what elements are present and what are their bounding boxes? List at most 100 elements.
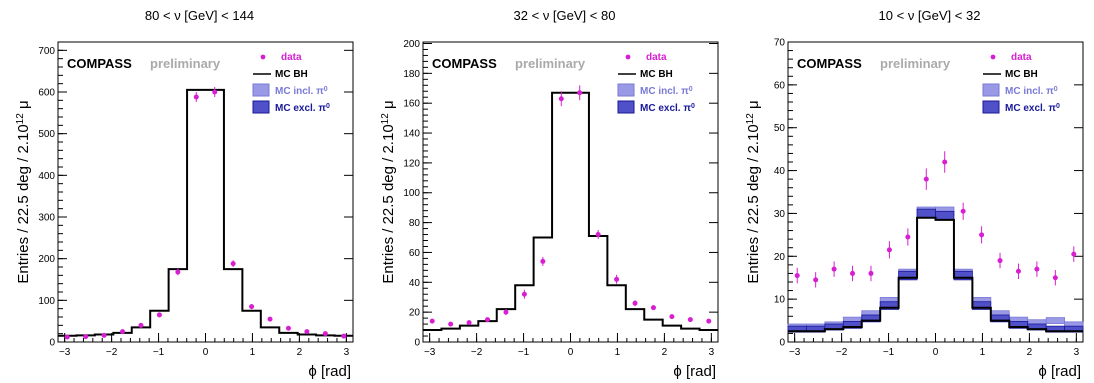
y-tick-label: 80 [409,218,421,229]
legend-label: MC BH [1005,69,1038,80]
y-tick-label: 0 [779,338,785,349]
data-point [886,247,892,253]
data-point [1034,266,1040,272]
x-tick-label: 3 [344,347,350,358]
data-point [669,314,675,320]
chart-svg: 10 < ν [GeV] < 32 Entries / 22.5 deg / 2.… [745,8,1084,380]
y-tick-label: 120 [403,158,420,169]
experiment-label: COMPASS [67,56,132,71]
y-tick-label: 20 [409,308,421,319]
data-point [979,232,985,238]
chart-svg: 80 < ν [GeV] < 144 Entries / 22.5 deg / 2… [15,8,354,380]
x-tick-label: 2 [662,347,668,358]
data-point [267,316,273,322]
x-tick-label: −3 [59,347,71,358]
y-tick-label: 100 [403,188,420,199]
chart-title: 80 < ν [GeV] < 144 [145,8,254,23]
data-point [960,208,966,214]
legend-data-marker [625,54,631,60]
legend-mc-excl-swatch [617,100,635,114]
data-point [212,89,218,95]
data-point [304,329,310,335]
y-tick-label: 70 [774,38,786,49]
y-tick-label: 700 [38,46,55,57]
mc-bh-histogram [423,91,718,332]
data-point [175,269,181,275]
data-point [794,273,800,279]
legend-label: MC BH [275,69,308,80]
legend-mc-excl-swatch [982,100,1000,114]
data-point [923,176,929,182]
data-point [120,329,126,335]
chart-title: 10 < ν [GeV] < 32 [879,8,981,23]
y-tick-label: 0 [49,338,55,349]
data-point [83,334,89,340]
y-tick-label: 50 [774,123,786,134]
y-axis-label: Entries / 22.5 deg / 2.1012 μ [15,100,33,283]
y-tick-label: 10 [774,295,786,306]
x-tick-label: 2 [1027,347,1033,358]
data-point [503,309,509,315]
legend-label: MC incl. π0 [640,86,693,98]
data-point [831,266,837,272]
data-point [230,261,236,267]
legend-mc-incl-swatch [982,83,1000,97]
y-tick-label: 60 [409,248,421,259]
data-point [521,291,527,297]
x-tick-label: 0 [203,347,209,358]
legend-label: data [1011,52,1032,63]
y-tick-label: 140 [403,129,420,140]
legend-label: data [646,52,667,63]
data-point [1052,275,1058,281]
y-tick-label: 30 [774,209,786,220]
y-tick-label: 600 [38,88,55,99]
data-point [322,331,328,337]
mc-excl-band-bin [916,208,936,219]
data-point [1015,268,1021,274]
data-point [687,317,693,323]
data-point [942,159,948,165]
y-tick-label: 180 [403,69,420,80]
data-point [577,90,583,96]
data-point [138,322,144,328]
data-point [341,333,347,339]
y-tick-label: 160 [403,99,420,110]
x-tick-label: −2 [471,347,483,358]
data-point [850,270,856,276]
data-point [614,276,620,282]
legend-mc-incl-swatch [252,83,270,97]
chart-panel: 32 < ν [GeV] < 80 Entries / 22.5 deg / 2.… [365,0,729,383]
y-tick-label: 40 [409,278,421,289]
x-tick-label: 0 [568,347,574,358]
y-tick-label: 100 [38,296,55,307]
legend-label: MC incl. π0 [275,86,328,98]
experiment-label: COMPASS [432,56,497,71]
legend-data-marker [260,54,266,60]
legend-mc-excl-swatch [252,100,270,114]
x-axis-label: ϕ [rad] [673,363,716,380]
legend-label: MC excl. π0 [640,103,695,115]
data-point [540,258,546,264]
data-point [429,318,435,324]
x-tick-label: −3 [789,347,801,358]
y-axis-label: Entries / 22.5 deg / 2.1012 μ [745,100,763,283]
x-tick-label: −1 [883,347,895,358]
experiment-label: COMPASS [797,56,862,71]
x-axis-label: ϕ [rad] [308,363,351,380]
legend-label: MC BH [640,69,673,80]
data-point [285,325,291,331]
x-tick-label: 0 [933,347,939,358]
mc-bh-histogram [58,88,353,337]
chart-panel: 10 < ν [GeV] < 32 Entries / 22.5 deg / 2.… [730,0,1094,383]
data-point [632,300,638,306]
y-tick-label: 40 [774,166,786,177]
data-point [249,304,255,310]
data-point [64,334,70,340]
x-tick-label: −2 [106,347,118,358]
y-axis-label: Entries / 22.5 deg / 2.1012 μ [380,100,398,283]
x-tick-label: −3 [424,347,436,358]
x-tick-label: 1 [615,347,621,358]
data-point [997,258,1003,264]
data-point [485,317,491,323]
legend-label: MC incl. π0 [1005,86,1058,98]
